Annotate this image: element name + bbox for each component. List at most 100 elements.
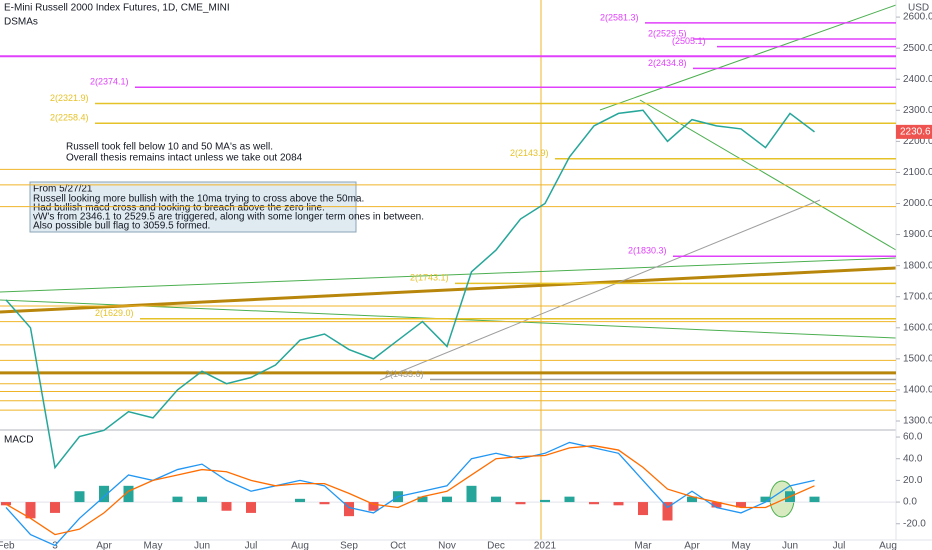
- histogram-bar: [319, 502, 330, 505]
- note: Russell took fell below 10 and 50 MA's a…: [66, 142, 273, 153]
- histogram-bar: [564, 496, 575, 503]
- histogram-bar: [50, 502, 60, 513]
- histogram-bar: [123, 485, 134, 503]
- histogram-bar: [515, 502, 526, 505]
- histogram-bar: [442, 496, 452, 503]
- moving-average: [379, 199, 821, 381]
- currency-label: USD: [908, 3, 929, 14]
- indicator-label: DSMAs: [4, 17, 38, 28]
- x-tick-label: Apr: [96, 541, 112, 550]
- y-tick-label: 1400.0: [903, 385, 932, 396]
- histogram-bar: [25, 502, 36, 519]
- histogram-bar: [736, 502, 746, 508]
- histogram-bar: [295, 498, 305, 503]
- histogram-bar: [613, 502, 624, 506]
- x-tick-label: Jul: [833, 541, 846, 550]
- level-label: 2(1629.0): [95, 308, 134, 318]
- histogram-bar: [197, 496, 207, 503]
- y-tick-label: 2300.0: [903, 105, 932, 116]
- x-tick-label: Sep: [340, 541, 358, 550]
- x-tick-label: Oct: [390, 541, 406, 550]
- x-tick-label: Dec: [487, 541, 505, 550]
- level-label: 2(1433.6): [385, 369, 424, 379]
- note-box-line: Had bullish macd cross and looking to br…: [33, 203, 325, 214]
- histogram-bar: [246, 502, 256, 513]
- histogram-bar: [74, 491, 85, 503]
- y-tick-label: 2600.0: [903, 12, 932, 23]
- y-tick-label: 1800.0: [903, 260, 932, 271]
- level-label: 2(2258.4): [50, 113, 89, 123]
- x-tick-label: May: [144, 541, 163, 550]
- y-tick-label: 1600.0: [903, 322, 932, 333]
- note: Overall thesis remains intact unless we …: [66, 153, 303, 164]
- y-tick-label: 2500.0: [903, 43, 932, 54]
- histogram-bar: [662, 502, 673, 521]
- y-tick-label: 2400.0: [903, 74, 932, 85]
- level-label: 2(1743.1): [410, 273, 449, 283]
- histogram-bar: [417, 496, 428, 503]
- y-tick-label: 2000.0: [903, 198, 932, 209]
- note-box-line: From 5/27/21: [33, 184, 93, 195]
- x-tick-label: Jul: [245, 541, 258, 550]
- histogram-bar: [99, 485, 109, 503]
- histogram-bar: [540, 499, 550, 503]
- x-tick-label: May: [732, 541, 751, 550]
- histogram-bar: [344, 502, 354, 517]
- y-tick-label: 2200.0: [903, 136, 932, 147]
- y-tick-label: -20.0: [903, 518, 926, 529]
- histogram-bar: [172, 496, 183, 503]
- price-line: [5, 109, 815, 470]
- trend-line: [0, 257, 897, 293]
- histogram-bar: [760, 496, 771, 503]
- x-tick-label: Mar: [634, 541, 652, 550]
- level-label: 2(1830.3): [628, 246, 667, 256]
- y-tick-label: 1900.0: [903, 229, 932, 240]
- macd-line: [5, 445, 815, 536]
- trend-line: [639, 99, 897, 251]
- histogram-bar: [687, 496, 697, 503]
- level-label: 2(2374.1): [90, 77, 129, 87]
- histogram-bar: [711, 502, 722, 508]
- x-tick-label: Jun: [194, 541, 210, 550]
- level-label: 2(2321.9): [50, 93, 89, 103]
- y-tick-label: 2100.0: [903, 167, 932, 178]
- histogram-bar: [589, 502, 599, 505]
- level-label: 2(2581.3): [600, 12, 639, 22]
- histogram-bar: [1, 502, 11, 506]
- y-tick-label: 0.0: [903, 497, 917, 508]
- note-box-line: Russell looking more bullish with the 10…: [33, 194, 364, 205]
- chart-title: E-Mini Russell 2000 Index Futures, 1D, C…: [4, 3, 230, 14]
- x-tick-label: 2021: [534, 541, 557, 550]
- level-label: 2(2529.5): [648, 28, 687, 38]
- trend-line: [0, 266, 897, 314]
- y-tick-label: 1700.0: [903, 291, 932, 302]
- x-tick-label: Aug: [291, 541, 309, 550]
- y-tick-label: 1300.0: [903, 416, 932, 427]
- y-tick-label: 60.0: [903, 432, 923, 443]
- y-tick-label: 40.0: [903, 453, 923, 464]
- x-tick-label: Feb: [0, 541, 15, 550]
- note-box-line: Also possible bull flag to 3059.5 formed…: [33, 221, 210, 232]
- price-badge: [896, 124, 932, 139]
- histogram-bar: [638, 502, 648, 516]
- x-tick-label: Aug: [879, 541, 897, 550]
- x-tick-label: Jun: [782, 541, 798, 550]
- y-tick-label: 1500.0: [903, 353, 932, 364]
- level-label: (2505.1): [672, 36, 706, 46]
- price-badge-label: 2230.6: [900, 126, 931, 137]
- histogram-bar: [368, 502, 379, 511]
- x-tick-label: Nov: [438, 541, 456, 550]
- histogram-bar: [491, 496, 501, 503]
- level-label: 2(2434.8): [648, 58, 687, 68]
- level-label: 2(2143.9): [510, 148, 549, 158]
- macd-line: [5, 441, 815, 547]
- histogram-bar: [221, 502, 232, 511]
- x-tick-label: Apr: [684, 541, 700, 550]
- histogram-bar: [809, 496, 820, 503]
- note-box-line: vW's from 2346.1 to 2529.5 are triggered…: [33, 212, 424, 223]
- y-tick-label: 20.0: [903, 475, 923, 486]
- histogram-bar: [466, 485, 477, 503]
- macd-title: MACD: [4, 435, 33, 446]
